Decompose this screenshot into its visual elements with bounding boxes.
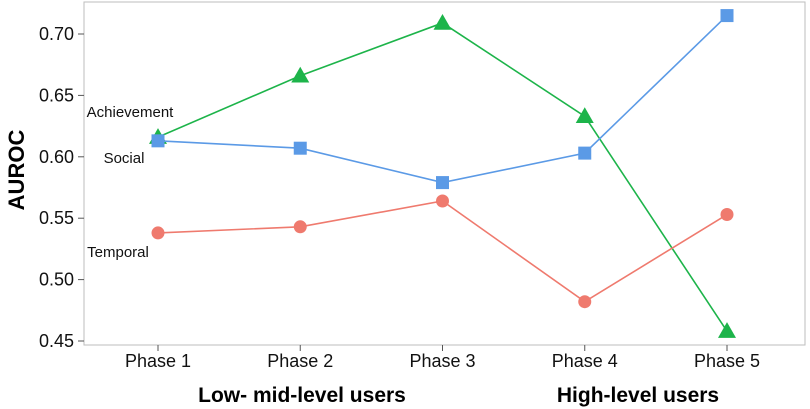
- x-tick-label: Phase 1: [125, 351, 191, 371]
- group-label-low-mid: Low- mid-level users: [198, 384, 406, 407]
- y-tick-label: 0.65: [39, 85, 74, 105]
- circle-point: [578, 295, 592, 309]
- y-axis: 0.45 0.50 0.55 0.60 0.65 0.70: [39, 24, 84, 351]
- y-axis-title: AUROC: [4, 130, 29, 211]
- series-label-social: Social: [104, 150, 145, 167]
- x-tick-label: Phase 2: [267, 351, 333, 371]
- y-tick-label: 0.45: [39, 331, 74, 351]
- square-point: [720, 9, 734, 23]
- x-tick-label: Phase 5: [694, 351, 760, 371]
- group-label-high: High-level users: [557, 384, 719, 407]
- square-point: [436, 176, 449, 190]
- circle-point: [436, 194, 449, 208]
- series-layer: Achievement Social Temporal: [87, 9, 736, 338]
- square-point: [578, 146, 592, 160]
- x-axis: Phase 1 Phase 2 Phase 3 Phase 4 Phase 5: [125, 345, 760, 371]
- circle-point: [293, 220, 307, 234]
- y-tick-label: 0.50: [39, 270, 74, 290]
- y-tick-label: 0.70: [39, 24, 74, 44]
- y-tick-label: 0.60: [39, 147, 74, 167]
- x-tick-label: Phase 4: [552, 351, 618, 371]
- plot-panel: [83, 1, 806, 346]
- triangle-point: [718, 322, 736, 338]
- triangle-point: [291, 66, 310, 83]
- square-point: [151, 134, 165, 148]
- x-tick-label: Phase 3: [409, 351, 475, 371]
- triangle-point: [433, 13, 452, 30]
- y-tick-label: 0.55: [39, 208, 74, 228]
- square-point: [293, 141, 307, 155]
- series-label-achievement: Achievement: [87, 104, 175, 121]
- series-label-temporal: Temporal: [87, 244, 149, 261]
- triangle-point: [575, 107, 594, 124]
- series-temporal: Temporal: [87, 194, 734, 309]
- circle-point: [720, 208, 734, 222]
- series-social: Social: [104, 9, 734, 190]
- circle-point: [151, 226, 165, 240]
